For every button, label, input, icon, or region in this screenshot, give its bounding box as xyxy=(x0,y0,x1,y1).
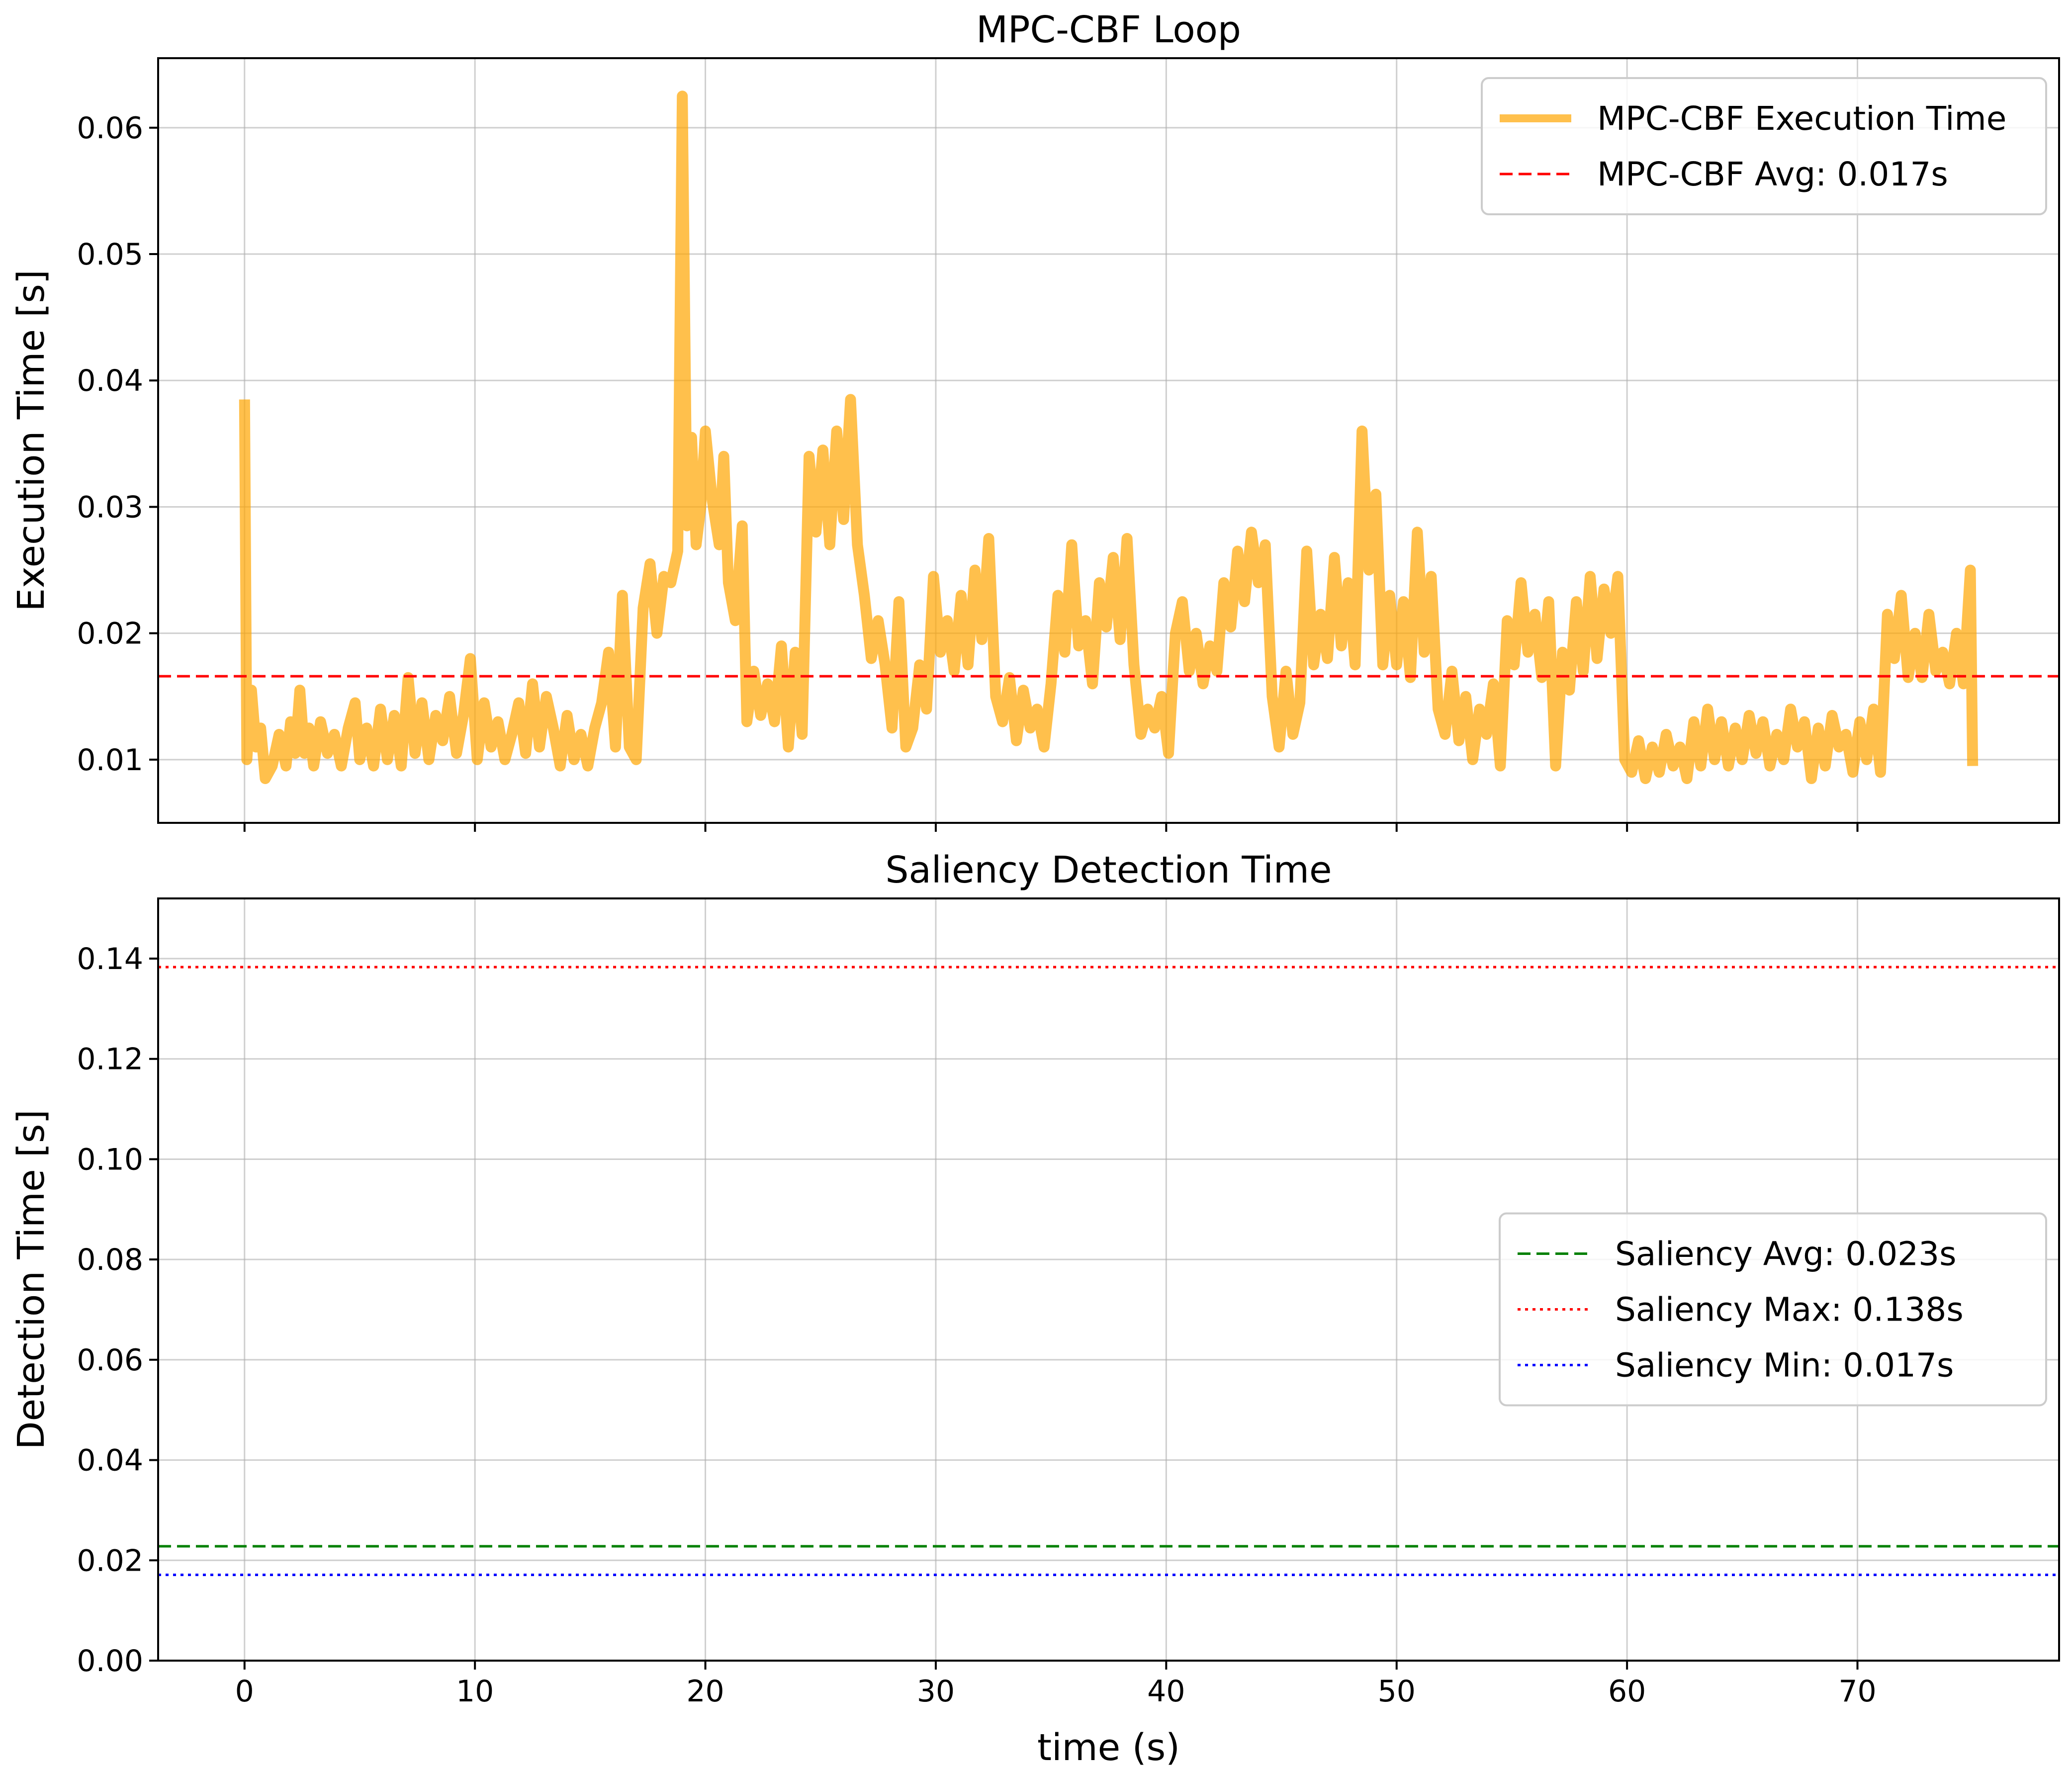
plot-title: MPC-CBF Loop xyxy=(976,8,1241,51)
plot-frame xyxy=(157,897,2060,1662)
y-tick-label: 0.05 xyxy=(77,237,143,272)
series-group xyxy=(158,90,2059,784)
plot-title: Saliency Detection Time xyxy=(886,849,1332,891)
y-tick-label: 0.10 xyxy=(77,1142,143,1177)
y-axis-title: Detection Time [s] xyxy=(10,1110,53,1450)
x-tick-label: 60 xyxy=(1608,1674,1646,1709)
legend-label: MPC-CBF Execution Time xyxy=(1597,99,2006,138)
legend: MPC-CBF Execution Time MPC-CBF Avg: 0.017… xyxy=(1481,77,2047,215)
panel-2: 0 10 20 30 40 50 60 70 0.00 0.02 0.04 0.06 0.08 0.10 0… xyxy=(10,849,2060,1769)
legend: Saliency Avg: 0.023s Saliency Max: 0.138s… xyxy=(1499,1212,2047,1407)
legend-label: MPC-CBF Avg: 0.017s xyxy=(1597,155,1948,193)
y-tick-label: 0.04 xyxy=(77,1443,143,1478)
legend-box xyxy=(1499,1212,2047,1407)
x-tick-label: 20 xyxy=(686,1674,724,1709)
y-tick-label: 0.04 xyxy=(77,363,143,398)
y-tick-label: 0.06 xyxy=(77,111,143,146)
x-tick-label: 10 xyxy=(456,1674,494,1709)
x-tick-label: 30 xyxy=(917,1674,955,1709)
y-tick-label: 0.06 xyxy=(77,1343,143,1378)
y-tick-label: 0.02 xyxy=(77,617,143,651)
y-tick-label: 0.01 xyxy=(77,743,143,778)
x-tick-label: 0 xyxy=(235,1674,254,1709)
legend-label: Saliency Avg: 0.023s xyxy=(1615,1235,1957,1273)
y-tick-label: 0.03 xyxy=(77,490,143,525)
y-tick-label: 0.02 xyxy=(77,1543,143,1578)
legend-label: Saliency Min: 0.017s xyxy=(1615,1346,1954,1385)
series-group xyxy=(158,966,2059,1577)
x-tick-label: 70 xyxy=(1838,1674,1876,1709)
y-tick-label: 0.12 xyxy=(77,1042,143,1077)
y-tick-label: 0.08 xyxy=(77,1242,143,1277)
x-axis-title: time (s) xyxy=(1037,1726,1180,1769)
x-tick-label: 50 xyxy=(1378,1674,1416,1709)
y-tick-label: 0.14 xyxy=(77,942,143,976)
y-tick-label: 0.00 xyxy=(77,1644,143,1679)
x-tick-label: 40 xyxy=(1147,1674,1185,1709)
legend-box xyxy=(1481,77,2047,215)
plot-frame xyxy=(157,57,2060,824)
y-axis-title: Execution Time [s] xyxy=(10,269,53,612)
series-line-mpc-cbf-execution-time xyxy=(239,90,1979,784)
legend-label: Saliency Max: 0.138s xyxy=(1615,1291,1964,1329)
panel-1: 0.01 0.02 0.03 0.04 0.05 0.06 MPC-CBF Loop Exec… xyxy=(10,8,2060,832)
